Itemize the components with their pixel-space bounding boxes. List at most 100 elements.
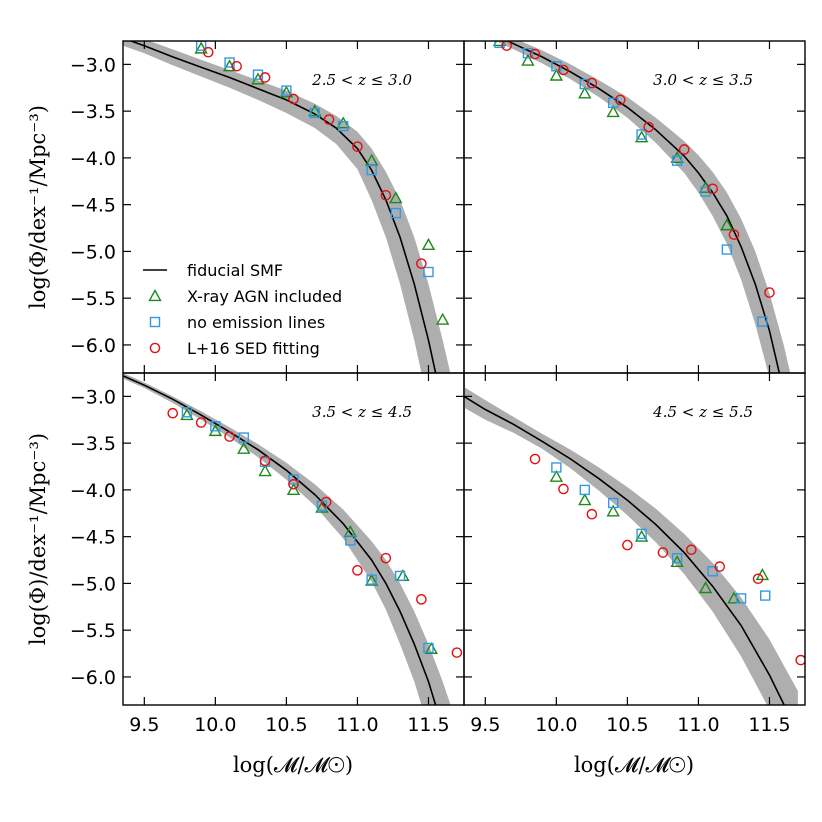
panel-2: 3.0 < z ≤ 3.5 xyxy=(463,40,806,374)
no-emission-point xyxy=(636,528,647,540)
no-emission-point xyxy=(210,421,221,432)
l16-sed-point xyxy=(416,594,427,605)
no-emission-point xyxy=(309,107,321,119)
xray-agn-point xyxy=(578,493,592,506)
no-emission-point xyxy=(636,129,647,140)
xray-agn-point xyxy=(720,218,734,231)
y-axis-label: log(Φ/dex⁻¹/Mpc⁻³) xyxy=(26,105,50,309)
no-emission-point xyxy=(252,69,264,80)
xray-agn-point xyxy=(521,53,535,66)
l16-sed-point xyxy=(558,483,569,495)
legend-label: no emission lines xyxy=(187,313,325,332)
y-tick-label: −3.5 xyxy=(70,101,116,123)
fiducial-smf-line xyxy=(505,41,781,373)
redshift-label: 3.5 < z ≤ 4.5 xyxy=(312,403,412,421)
l16-sed-point xyxy=(352,565,363,576)
l16-sed-point xyxy=(451,647,463,658)
l16-sed-point xyxy=(380,190,392,201)
legend-square-swatch xyxy=(149,316,161,328)
no-emission-point xyxy=(551,462,562,473)
l16-sed-point xyxy=(202,46,214,58)
xray-agn-point xyxy=(634,130,649,143)
l16-sed-point xyxy=(586,508,598,520)
y-tick-label: −5.0 xyxy=(70,241,116,263)
x-tick-label: 10.0 xyxy=(194,714,236,736)
l16-sed-point xyxy=(352,141,363,152)
l16-sed-point xyxy=(586,77,598,89)
no-emission-point xyxy=(735,593,747,604)
x-axis-label: log(𝓜/𝓜☉) xyxy=(233,753,353,777)
panel-frame xyxy=(463,372,806,706)
l16-sed-point xyxy=(320,496,332,508)
axes-text: −3.0 −3.5 −4.0 −4.5 −5.0 −5.5 −6.0 −3.0 −3.5 −4.0… xyxy=(26,54,791,777)
l16-sed-point xyxy=(380,552,392,564)
panels: 2.5 < z ≤ 3.0 3.0 < z ≤ 3.5 3.5 < z ≤ 4.5 4… xyxy=(122,40,806,706)
y-tick-label: −4.0 xyxy=(70,480,116,502)
no-emission-point xyxy=(757,316,768,327)
y-tick-label: −5.5 xyxy=(70,620,116,642)
xray-agn-point xyxy=(578,86,592,99)
y-tick-label: −4.5 xyxy=(70,195,116,217)
x-tick-label: 11.0 xyxy=(336,714,378,736)
fiducial-smf-line xyxy=(464,395,786,705)
l16-sed-point xyxy=(529,48,541,60)
y-tick-label: −3.5 xyxy=(70,433,116,455)
l16-sed-point xyxy=(288,478,299,490)
l16-sed-point xyxy=(707,183,718,195)
l16-sed-point xyxy=(259,455,271,467)
no-emission-point xyxy=(181,407,193,418)
x-tick-label: 10.5 xyxy=(606,714,648,736)
l16-sed-point xyxy=(686,544,697,556)
l16-sed-point xyxy=(657,547,669,558)
redshift-label: 2.5 < z ≤ 3.0 xyxy=(311,71,412,89)
y-tick-label: −3.0 xyxy=(70,54,116,76)
no-emission-point xyxy=(281,85,292,96)
no-emission-point xyxy=(607,497,619,509)
y-tick-label: −6.0 xyxy=(70,335,116,357)
legend-circle-swatch xyxy=(149,342,161,354)
x-tick-label: 11.5 xyxy=(748,714,790,736)
x-axis-label: log(𝓜/𝓜☉) xyxy=(574,753,694,777)
l16-sed-point xyxy=(752,573,764,585)
xray-agn-point xyxy=(670,150,684,164)
no-emission-point xyxy=(671,552,683,564)
panel-plot-area xyxy=(492,41,791,373)
no-emission-point xyxy=(423,642,434,654)
panel-frame xyxy=(463,40,806,374)
uncertainty-band xyxy=(123,373,451,705)
l16-sed-point xyxy=(643,121,655,133)
xray-agn-point xyxy=(279,85,294,98)
xray-agn-point xyxy=(698,581,713,594)
l16-sed-point xyxy=(614,94,626,106)
panel-plot-area xyxy=(464,387,805,705)
no-emission-point xyxy=(494,41,505,49)
no-emission-point xyxy=(579,484,590,496)
xray-agn-point xyxy=(364,573,379,586)
l16-sed-point xyxy=(529,453,541,465)
x-tick-label: 9.5 xyxy=(470,714,500,736)
xray-agn-point xyxy=(389,191,403,204)
no-emission-point xyxy=(707,566,718,577)
xray-agn-point xyxy=(549,68,564,81)
l16-sed-point xyxy=(195,417,207,428)
no-emission-point xyxy=(338,120,349,132)
xray-agn-point xyxy=(670,554,684,568)
y-tick-label: −4.5 xyxy=(70,527,116,549)
y-tick-label: −6.0 xyxy=(70,667,116,689)
xray-agn-point xyxy=(258,464,272,477)
no-emission-point xyxy=(760,590,771,601)
no-emission-point xyxy=(721,244,733,255)
l16-sed-point xyxy=(416,258,427,269)
l16-sed-point xyxy=(558,64,569,76)
l16-sed-point xyxy=(323,114,335,125)
x-tick-label: 9.5 xyxy=(129,714,159,736)
panel-4: 4.5 < z ≤ 5.5 xyxy=(463,372,806,706)
no-emission-point xyxy=(522,47,534,59)
redshift-label: 4.5 < z ≤ 5.5 xyxy=(652,403,753,421)
xray-agn-point xyxy=(634,529,649,542)
xray-agn-point xyxy=(421,237,436,250)
legend: fiducial SMF X-ray AGN included no emissio… xyxy=(143,261,342,358)
legend-triangle-swatch xyxy=(148,289,162,302)
y-tick-label: −3.0 xyxy=(70,386,116,408)
no-emission-point xyxy=(238,432,249,443)
